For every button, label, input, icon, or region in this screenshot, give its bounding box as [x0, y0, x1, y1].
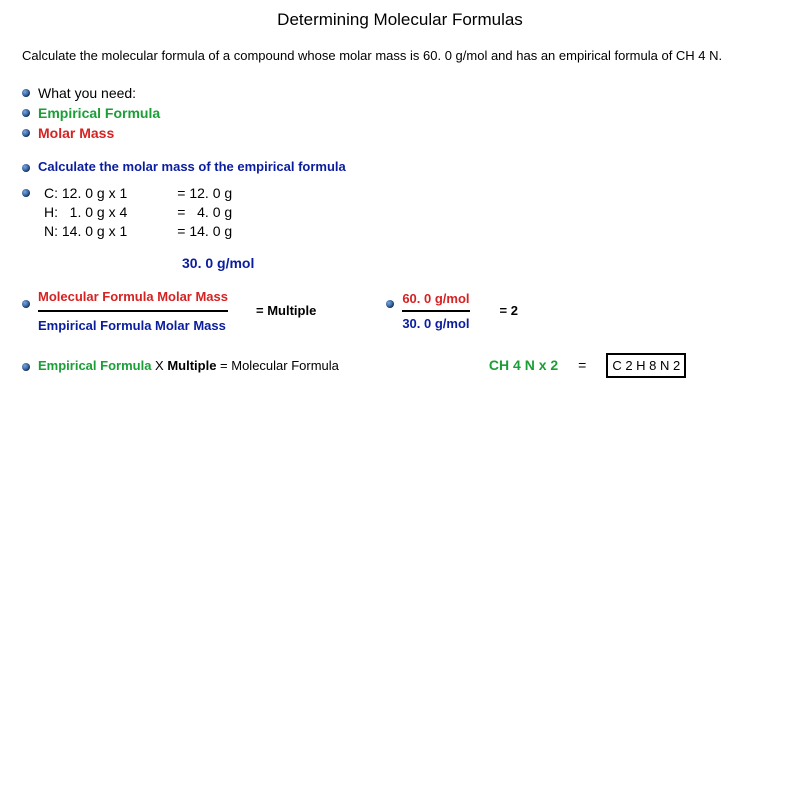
- equals-multiple: = Multiple: [256, 303, 316, 318]
- calc-h-right: = 4. 0 g: [177, 203, 232, 222]
- bullet-icon: [22, 300, 30, 308]
- ratio-denominator: Empirical Formula Molar Mass: [38, 318, 228, 333]
- ratio-fraction-words: Molecular Formula Molar Mass Empirical F…: [38, 289, 228, 333]
- bullet-icon: [22, 109, 30, 117]
- need-heading-line: What you need:: [22, 85, 778, 101]
- empirical-total: 30. 0 g/mol: [182, 255, 778, 271]
- bullet-icon: [22, 89, 30, 97]
- final-answer: C 2 H 8 N 2: [606, 353, 686, 378]
- calc-c-left: C: 12. 0 g x 1: [44, 184, 127, 203]
- calc-c-right: = 12. 0 g: [177, 184, 232, 203]
- calc-n-left: N: 14. 0 g x 1: [44, 222, 127, 241]
- ratio-num-val: 60. 0 g/mol: [402, 291, 469, 312]
- need-molar: Molar Mass: [38, 125, 114, 141]
- need-empirical-line: Empirical Formula: [22, 105, 778, 121]
- bullet-icon: [22, 363, 30, 371]
- bullet-icon: [22, 164, 30, 172]
- step1-heading: Calculate the molar mass of the empirica…: [38, 159, 346, 174]
- need-molar-line: Molar Mass: [22, 125, 778, 141]
- ratio-numerator: Molecular Formula Molar Mass: [38, 289, 228, 312]
- final-mid: CH 4 N x 2: [489, 357, 558, 373]
- calc-block: C: 12. 0 g x 1 H: 1. 0 g x 4 N: 14. 0 g …: [44, 184, 232, 241]
- bullet-icon: [22, 129, 30, 137]
- final-mult: Multiple: [167, 358, 216, 373]
- equals-two: = 2: [500, 303, 518, 318]
- bullet-icon: [386, 300, 394, 308]
- calc-left: C: 12. 0 g x 1 H: 1. 0 g x 4 N: 14. 0 g …: [44, 184, 127, 241]
- final-x: X: [151, 358, 167, 373]
- slide: Determining Molecular Formulas Calculate…: [0, 0, 800, 388]
- calc-n-right: = 14. 0 g: [177, 222, 232, 241]
- final-row: Empirical Formula X Multiple = Molecular…: [22, 353, 778, 378]
- ratio-den-val: 30. 0 g/mol: [402, 316, 469, 331]
- calc-line: C: 12. 0 g x 1 H: 1. 0 g x 4 N: 14. 0 g …: [22, 184, 778, 241]
- final-eqmf: = Molecular Formula: [216, 358, 338, 373]
- final-emp: Empirical Formula: [38, 358, 151, 373]
- slide-title: Determining Molecular Formulas: [22, 10, 778, 30]
- final-equation: Empirical Formula X Multiple = Molecular…: [38, 358, 339, 373]
- calc-right: = 12. 0 g = 4. 0 g = 14. 0 g: [177, 184, 232, 241]
- ratio-fraction-values: 60. 0 g/mol 30. 0 g/mol: [402, 291, 469, 331]
- problem-statement: Calculate the molecular formula of a com…: [22, 48, 778, 63]
- need-empirical: Empirical Formula: [38, 105, 160, 121]
- final-eqsign: =: [578, 357, 586, 373]
- need-heading: What you need:: [38, 85, 136, 101]
- ratio-row: Molecular Formula Molar Mass Empirical F…: [22, 289, 778, 333]
- step1-heading-line: Calculate the molar mass of the empirica…: [22, 159, 778, 174]
- bullet-icon: [22, 189, 30, 197]
- calc-h-left: H: 1. 0 g x 4: [44, 203, 127, 222]
